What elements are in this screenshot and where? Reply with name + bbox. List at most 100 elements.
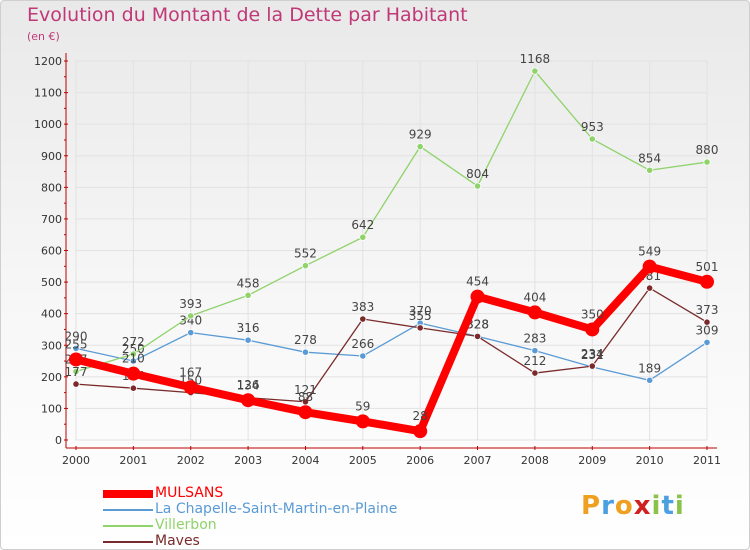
data-point xyxy=(470,289,485,304)
data-label: 953 xyxy=(581,120,604,134)
data-point xyxy=(69,352,83,367)
series-line xyxy=(75,70,708,373)
data-point xyxy=(183,380,198,395)
data-point xyxy=(646,166,654,174)
data-point xyxy=(72,367,80,376)
x-tick-label: 2003 xyxy=(234,454,262,467)
data-point xyxy=(359,233,367,241)
data-point xyxy=(301,398,310,406)
data-point xyxy=(531,347,539,355)
y-tick-label: 1000 xyxy=(34,118,62,131)
data-point xyxy=(298,405,313,420)
data-point xyxy=(700,274,714,289)
data-label: 549 xyxy=(638,245,661,259)
data-label: 454 xyxy=(466,275,489,289)
data-label: 804 xyxy=(466,167,489,181)
data-label: 642 xyxy=(351,218,374,232)
data-label: 212 xyxy=(523,354,546,368)
x-tick-label: 2011 xyxy=(693,454,721,467)
data-point xyxy=(187,312,195,320)
data-point xyxy=(72,380,80,388)
data-point xyxy=(416,324,424,332)
x-tick-label: 2001 xyxy=(119,454,147,467)
data-label: 126 xyxy=(237,378,260,392)
y-tick-label: 900 xyxy=(41,150,62,163)
legend-label: Maves xyxy=(155,533,200,549)
data-label: 250 xyxy=(122,342,145,356)
data-point xyxy=(413,424,428,439)
data-label: 88 xyxy=(298,390,313,404)
y-tick-label: 300 xyxy=(41,339,62,352)
y-tick-label: 200 xyxy=(41,371,62,384)
data-label: 328 xyxy=(466,317,489,331)
y-tick-label: 600 xyxy=(41,245,62,258)
x-tick-label: 2000 xyxy=(62,454,90,467)
data-point xyxy=(473,332,482,341)
data-point xyxy=(531,67,539,75)
data-label: 929 xyxy=(409,128,432,142)
y-tick-label: 400 xyxy=(41,308,62,321)
data-point xyxy=(359,315,367,323)
legend-label: Villerbon xyxy=(155,517,217,533)
data-point xyxy=(355,414,370,429)
logo-letter: x xyxy=(633,491,652,521)
x-tick-label: 2008 xyxy=(521,454,549,467)
data-point xyxy=(646,284,654,292)
data-label: 278 xyxy=(294,333,317,347)
x-tick-label: 2009 xyxy=(578,454,606,467)
data-point xyxy=(129,384,137,392)
data-point xyxy=(416,142,424,151)
data-point xyxy=(588,135,596,143)
data-point xyxy=(72,344,80,353)
x-tick-label: 2007 xyxy=(464,454,492,467)
legend-label: MULSANS xyxy=(155,485,224,501)
data-label: 355 xyxy=(409,309,432,323)
data-point xyxy=(473,182,482,190)
data-point xyxy=(244,291,252,299)
data-label: 350 xyxy=(581,307,604,321)
data-point xyxy=(585,322,600,337)
data-label: 167 xyxy=(179,365,202,379)
data-point xyxy=(588,362,596,370)
data-label: 370 xyxy=(409,304,432,318)
data-label: 189 xyxy=(638,361,661,375)
data-point xyxy=(703,158,711,166)
data-label: 383 xyxy=(351,300,374,314)
data-label: 404 xyxy=(523,290,546,304)
data-label: 328 xyxy=(466,317,489,331)
data-label: 121 xyxy=(294,383,317,397)
logo-letter: P xyxy=(581,491,602,521)
data-point xyxy=(244,336,252,344)
data-point xyxy=(126,366,141,381)
y-tick-label: 500 xyxy=(41,276,62,289)
unit-label: (en €) xyxy=(27,30,60,43)
legend-swatch xyxy=(103,525,153,527)
data-point xyxy=(703,318,711,326)
x-tick-label: 2004 xyxy=(291,454,319,467)
data-label: 552 xyxy=(294,247,317,261)
x-tick-label: 2002 xyxy=(177,454,205,467)
series-line xyxy=(75,287,708,403)
data-label: 854 xyxy=(638,151,661,165)
data-label: 272 xyxy=(122,335,145,349)
data-label: 59 xyxy=(355,399,370,413)
data-label: 28 xyxy=(413,409,428,423)
y-tick-label: 1100 xyxy=(34,87,62,100)
data-point xyxy=(301,262,310,270)
logo-letter: o xyxy=(614,491,634,521)
y-tick-label: 700 xyxy=(41,213,62,226)
legend-swatch xyxy=(103,541,153,543)
series-line xyxy=(72,262,711,436)
data-point xyxy=(241,393,256,408)
data-label: 1168 xyxy=(520,52,551,66)
data-label: 393 xyxy=(179,297,202,311)
logo-letter: r xyxy=(601,491,615,521)
data-label: 255 xyxy=(65,337,88,351)
data-label: 234 xyxy=(581,347,604,361)
data-label: 177 xyxy=(65,365,88,379)
y-tick-label: 800 xyxy=(41,181,62,194)
data-label: 316 xyxy=(237,321,260,335)
data-point xyxy=(187,329,195,337)
x-tick-label: 2006 xyxy=(406,454,434,467)
